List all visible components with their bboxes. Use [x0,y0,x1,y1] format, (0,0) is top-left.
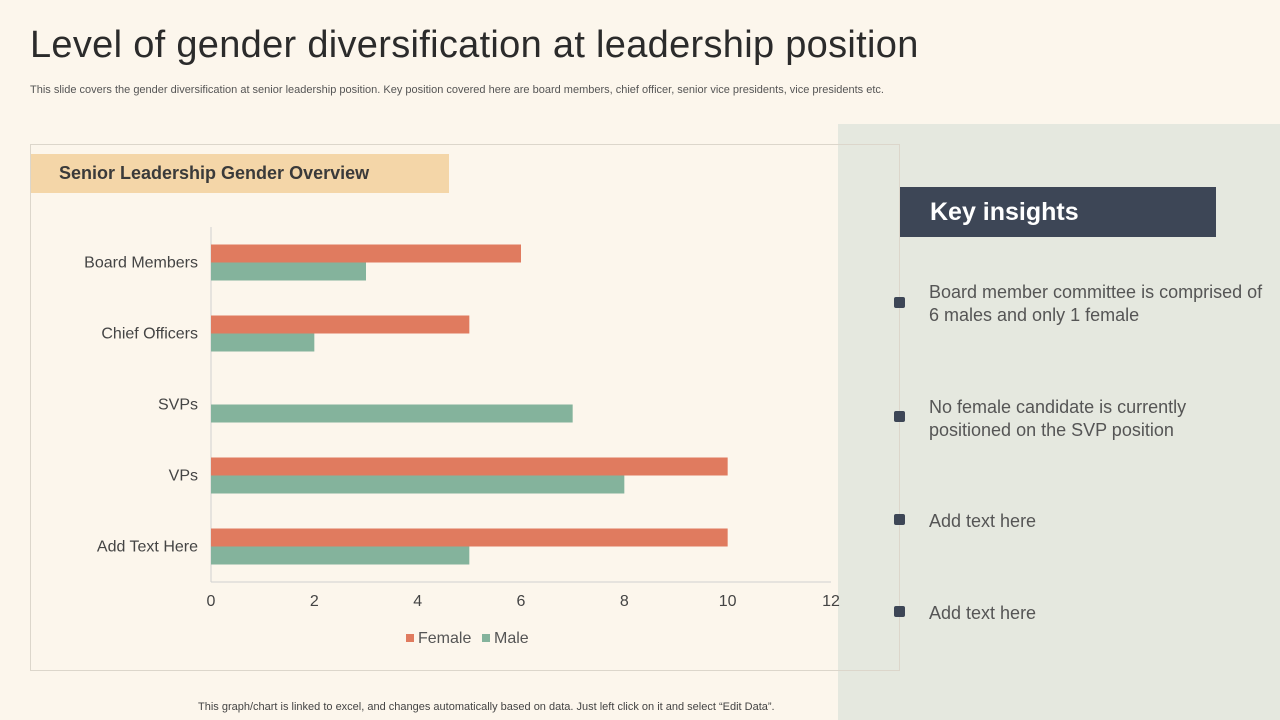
x-tick-label: 8 [620,593,629,610]
category-label: VPs [169,468,198,485]
bar-female [211,315,470,334]
bar-male [211,333,315,352]
category-label: SVPs [158,397,198,414]
bar-female [211,528,728,547]
category-label: Chief Officers [101,326,198,343]
bullet-icon [894,297,905,308]
x-tick-label: 4 [413,593,422,610]
page-title: Level of gender diversification at leade… [30,24,919,66]
bar-female [211,244,521,263]
bar-chart[interactable]: Board Members Chief Officers SVPs VPs Add Te… [0,0,900,680]
bar-male [211,475,625,494]
insight-text: Board member committee is comprised of 6… [929,282,1263,325]
legend-swatch-male [482,634,490,642]
chart-container [30,144,900,671]
legend-swatch-female [406,634,414,642]
bar-female [211,457,728,476]
page-subtitle: This slide covers the gender diversifica… [30,84,884,96]
category-label: Add Text Here [97,539,198,556]
bar-male [211,262,366,281]
x-tick-label: 2 [310,593,319,610]
x-tick-label: 0 [207,593,216,610]
x-tick-label: 6 [517,593,526,610]
bullet-icon [894,514,905,525]
category-label: Board Members [84,255,198,272]
bullet-icon [894,411,905,422]
bar-male [211,546,470,565]
footnote: This graph/chart is linked to excel, and… [198,701,775,713]
x-tick-label: 12 [822,593,840,610]
bullet-icon [894,606,905,617]
legend-label-female: Female [418,630,471,647]
legend-label-male: Male [494,630,529,647]
insight-text: Add text here [929,603,1037,623]
chart-header: Senior Leadership Gender Overview [31,154,449,193]
insights-title: Key insights [900,187,1216,237]
insight-text: No female candidate is currently positio… [929,397,1187,440]
bar-male [211,404,573,423]
insight-text: Add text here [929,511,1037,531]
x-tick-label: 10 [719,593,737,610]
